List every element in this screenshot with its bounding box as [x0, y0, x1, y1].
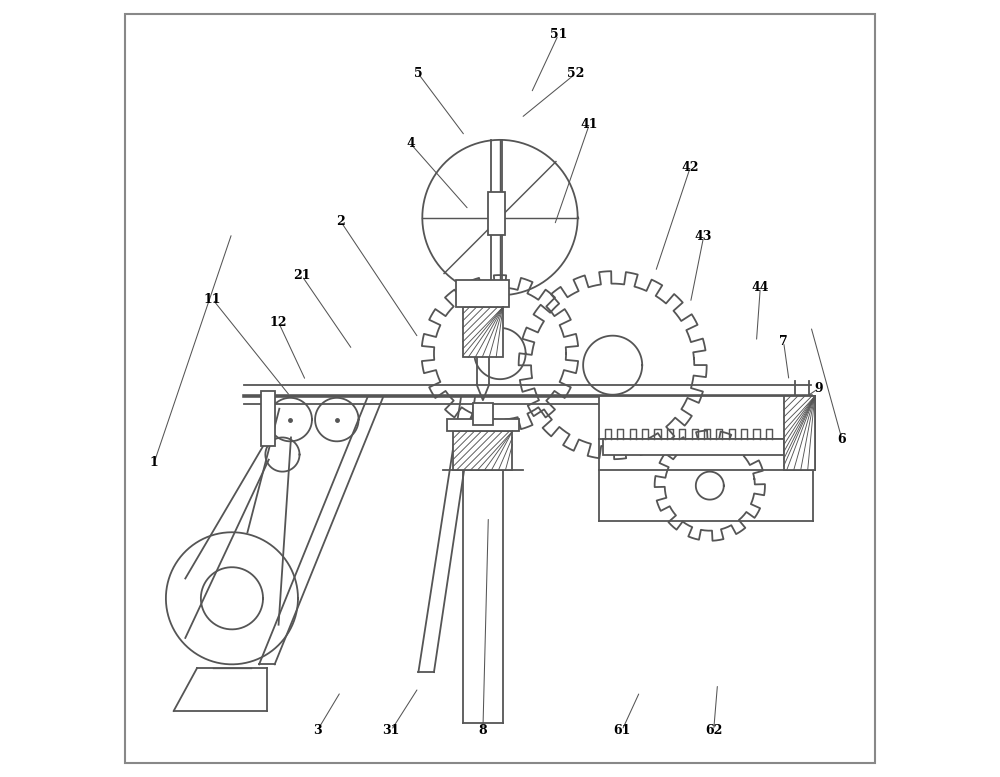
Text: 12: 12 — [270, 316, 287, 329]
Text: 8: 8 — [479, 724, 487, 737]
Text: 62: 62 — [705, 724, 722, 737]
Text: 6: 6 — [838, 433, 846, 445]
Text: 31: 31 — [383, 724, 400, 737]
Bar — [453, 431, 512, 470]
Text: 2: 2 — [336, 215, 345, 228]
Text: 5: 5 — [414, 68, 423, 80]
Text: 41: 41 — [581, 118, 598, 131]
Text: 3: 3 — [313, 724, 322, 737]
Text: 1: 1 — [150, 456, 159, 469]
Text: 4: 4 — [406, 138, 415, 150]
Text: 61: 61 — [613, 724, 631, 737]
Bar — [261, 392, 275, 446]
Bar — [603, 439, 784, 455]
Text: 52: 52 — [567, 68, 584, 80]
Text: 21: 21 — [293, 270, 311, 282]
Text: 11: 11 — [204, 293, 221, 305]
Bar — [784, 396, 815, 470]
Bar — [463, 307, 503, 357]
Bar — [488, 193, 505, 235]
Text: 51: 51 — [550, 29, 567, 41]
Text: 9: 9 — [814, 382, 823, 395]
Bar — [447, 419, 519, 431]
Text: 43: 43 — [695, 231, 712, 243]
Text: 44: 44 — [752, 281, 769, 294]
Bar — [473, 403, 493, 425]
Bar — [599, 396, 815, 470]
Bar — [456, 280, 509, 307]
Text: 42: 42 — [682, 161, 699, 173]
Text: 7: 7 — [779, 336, 788, 348]
